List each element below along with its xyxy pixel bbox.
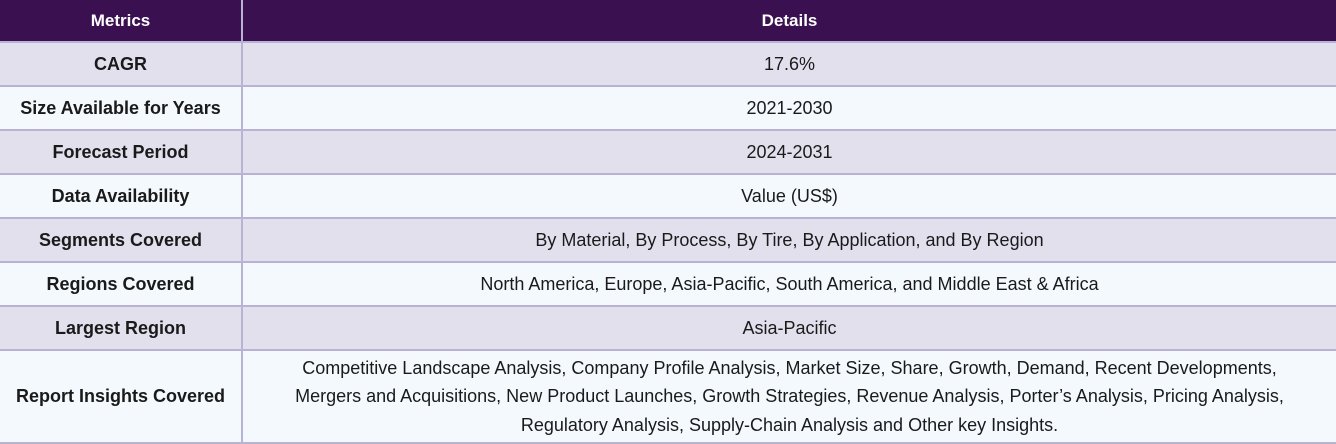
details-cell: 17.6% bbox=[242, 42, 1336, 87]
details-cell: Asia-Pacific bbox=[242, 306, 1336, 351]
details-cell: 2021-2030 bbox=[242, 86, 1336, 131]
details-cell: 2024-2031 bbox=[242, 130, 1336, 175]
details-line: Mergers and Acquisitions, New Product La… bbox=[295, 386, 1284, 407]
table-row: Report Insights Covered Competitive Land… bbox=[0, 350, 1336, 444]
table-row: Largest Region Asia-Pacific bbox=[0, 306, 1336, 351]
metric-cell: Largest Region bbox=[0, 306, 243, 351]
column-header-metrics: Metrics bbox=[0, 0, 243, 43]
metric-cell: Data Availability bbox=[0, 174, 243, 219]
metric-cell: CAGR bbox=[0, 42, 243, 87]
details-line: Regulatory Analysis, Supply-Chain Analys… bbox=[520, 414, 1059, 435]
table-row: CAGR 17.6% bbox=[0, 42, 1336, 87]
details-line: Competitive Landscape Analysis, Company … bbox=[302, 357, 1277, 378]
metric-cell: Forecast Period bbox=[0, 130, 243, 175]
column-header-details: Details bbox=[242, 0, 1336, 43]
metric-cell: Segments Covered bbox=[0, 218, 243, 263]
table-header-row: Metrics Details bbox=[0, 0, 1336, 43]
details-cell-multiline: Competitive Landscape Analysis, Company … bbox=[242, 350, 1336, 444]
details-cell: By Material, By Process, By Tire, By App… bbox=[242, 218, 1336, 263]
table-row: Regions Covered North America, Europe, A… bbox=[0, 262, 1336, 307]
metric-cell: Size Available for Years bbox=[0, 86, 243, 131]
metric-cell: Report Insights Covered bbox=[0, 350, 243, 444]
table-row: Data Availability Value (US$) bbox=[0, 174, 1336, 219]
details-cell: North America, Europe, Asia-Pacific, Sou… bbox=[242, 262, 1336, 307]
table-row: Segments Covered By Material, By Process… bbox=[0, 218, 1336, 263]
metric-cell: Regions Covered bbox=[0, 262, 243, 307]
details-cell: Value (US$) bbox=[242, 174, 1336, 219]
table-row: Forecast Period 2024-2031 bbox=[0, 130, 1336, 175]
table-row: Size Available for Years 2021-2030 bbox=[0, 86, 1336, 131]
